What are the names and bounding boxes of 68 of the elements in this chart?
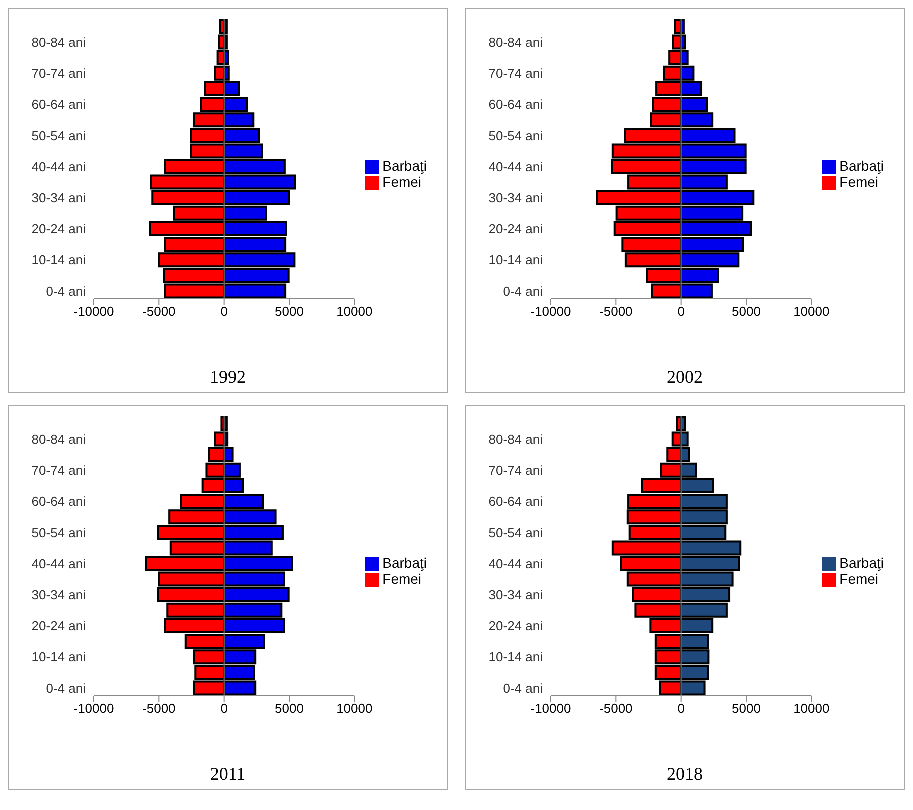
y-tick-label: 70-74 ani <box>32 463 86 478</box>
y-tick-label: 40-44 ani <box>32 556 86 572</box>
x-tick-label: -10000 <box>530 304 572 320</box>
y-tick-label: 0-4 ani <box>503 284 544 299</box>
y-tick-label: 60-64 ani <box>488 97 544 112</box>
y-tick-label: 60-64 ani <box>32 494 86 510</box>
y-tick-label: 30-34 ani <box>32 588 86 603</box>
text: 2002 <box>666 367 704 388</box>
y-tick-label: 80-84 ani <box>32 432 86 447</box>
x-tick-label: 5000 <box>732 701 761 716</box>
legend-label: Femei <box>840 571 879 587</box>
x-tick-label: 0 <box>220 701 228 716</box>
x-tick-label: 5000 <box>275 304 304 320</box>
y-tick-label: 50-54 ani <box>32 525 86 540</box>
x-tick-label: 5000 <box>275 701 304 716</box>
x-tick-label: 0 <box>678 304 685 320</box>
y-tick-label: 10-14 ani <box>32 650 86 665</box>
y-tick-label: 40-44 ani <box>488 159 544 174</box>
y-tick-label: 40-44 ani <box>488 556 544 572</box>
y-tick-label: 70-74 ani <box>488 463 544 478</box>
y-tick-label: 30-34 ani <box>488 588 544 603</box>
y-tick-label: 20-24 ani <box>488 618 544 634</box>
y-tick-label: 0-4 ani <box>46 680 86 696</box>
x-tick-label: -5000 <box>142 304 176 320</box>
legend-label: Femei <box>382 174 422 190</box>
y-tick-label: 60-64 ani <box>32 97 86 112</box>
y-tick-label: 20-24 ani <box>32 618 86 634</box>
y-tick-label: 70-74 ani <box>32 66 86 82</box>
text: 1992 <box>209 367 247 388</box>
y-tick-label: 50-54 ani <box>488 128 544 144</box>
y-tick-label: 80-84 ani <box>488 34 544 50</box>
legend-label: Femei <box>840 174 879 190</box>
y-tick-label: 80-84 ani <box>32 34 86 50</box>
legend-label: Barbaţi <box>840 554 884 571</box>
y-tick-label: 20-24 ani <box>32 222 86 237</box>
y-tick-label: 10-14 ani <box>32 252 86 268</box>
x-tick-label: 10000 <box>794 701 830 716</box>
x-tick-label: 10000 <box>336 304 373 320</box>
y-tick-label: 70-74 ani <box>488 66 544 82</box>
x-tick-label: -5000 <box>600 304 633 320</box>
y-tick-label: 30-34 ani <box>488 190 544 206</box>
x-tick-label: 5000 <box>732 304 761 320</box>
text: 2011 <box>209 764 247 785</box>
x-tick-label: 10000 <box>794 304 830 320</box>
y-tick-label: 10-14 ani <box>488 252 544 268</box>
y-tick-label: 20-24 ani <box>488 222 544 237</box>
y-tick-label: 50-54 ani <box>488 525 544 540</box>
y-tick-label: 0-4 ani <box>46 284 86 299</box>
y-tick-label: 60-64 ani <box>488 494 544 510</box>
x-tick-label: -10000 <box>74 304 114 320</box>
legend-label: Femei <box>382 571 422 587</box>
legend-label: Barbaţi <box>382 554 427 571</box>
x-tick-label: -10000 <box>74 701 114 716</box>
x-tick-label: 0 <box>678 701 685 716</box>
y-tick-label: 30-34 ani <box>32 190 86 206</box>
x-tick-label: 10000 <box>336 701 373 716</box>
y-tick-label: 40-44 ani <box>32 159 86 174</box>
text: 2018 <box>666 764 704 785</box>
legend-label: Barbaţi <box>840 158 884 174</box>
x-tick-label: -5000 <box>142 701 176 716</box>
x-tick-label: -5000 <box>600 701 633 716</box>
x-tick-label: 0 <box>220 304 228 320</box>
y-tick-label: 0-4 ani <box>503 680 544 696</box>
y-tick-label: 50-54 ani <box>32 128 86 144</box>
legend-label: Barbaţi <box>382 158 427 174</box>
y-tick-label: 80-84 ani <box>488 432 544 447</box>
x-tick-label: -10000 <box>530 701 572 716</box>
y-tick-label: 10-14 ani <box>488 650 544 665</box>
